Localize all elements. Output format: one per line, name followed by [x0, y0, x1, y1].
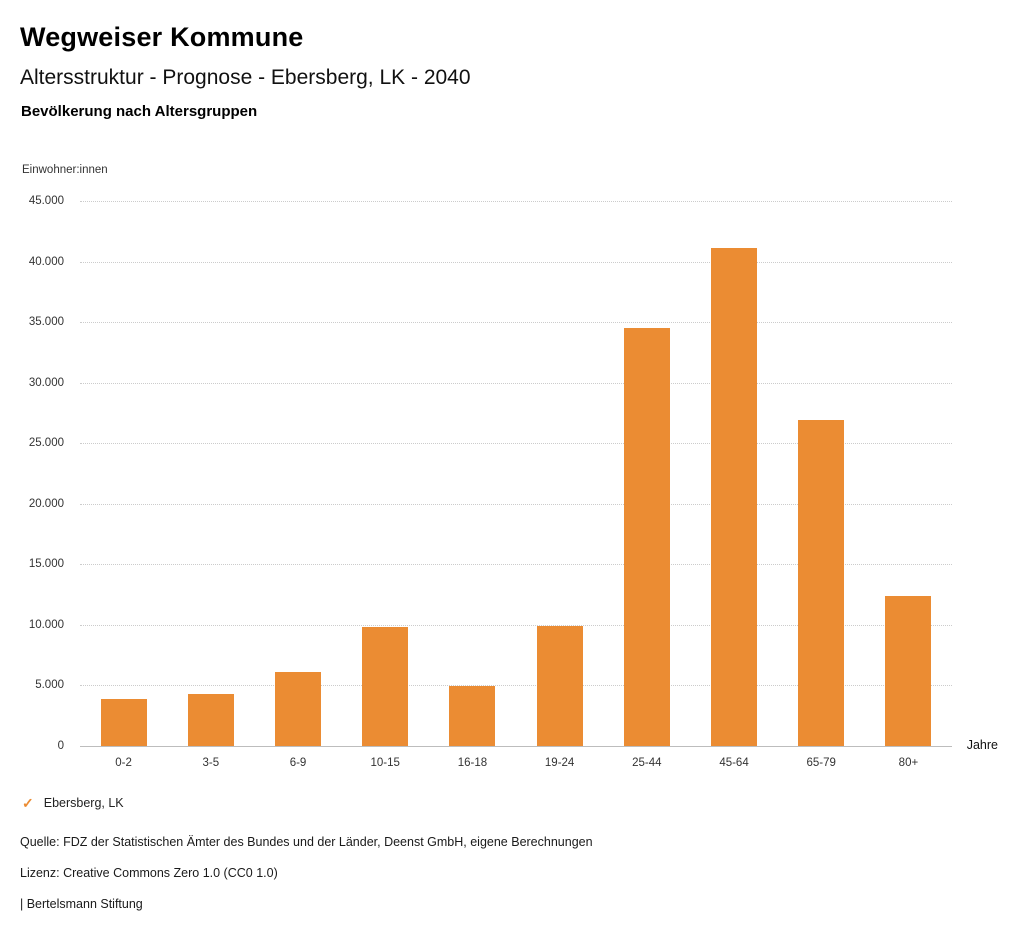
- x-tick-label: 45-64: [719, 757, 749, 769]
- y-tick-label: 0: [57, 740, 64, 752]
- gridline: [80, 564, 952, 566]
- y-tick-label: 20.000: [28, 497, 64, 510]
- legend-label: Ebersberg, LK: [43, 796, 124, 810]
- bar-slot: [603, 201, 690, 746]
- checkmark-icon: ✓: [22, 795, 34, 811]
- footer: Quelle: FDZ der Statistischen Ämter des …: [20, 834, 1004, 912]
- gridline: [80, 503, 952, 505]
- y-tick-label: 25.000: [28, 437, 64, 450]
- x-tick-label: 25-44: [632, 757, 662, 769]
- bar-3-5[interactable]: [187, 693, 234, 746]
- chart-title: Bevölkerung nach Altersgruppen: [21, 103, 258, 120]
- bar-65-79[interactable]: [798, 420, 845, 746]
- x-axis-tick-labels: 0-2 3-5 6-9 10-15 16-18 19-24 25-44 45-64 65-79 8…: [80, 757, 952, 769]
- x-tick-label: 19-24: [544, 757, 575, 769]
- gridline: [80, 261, 952, 263]
- bar-slot: [690, 201, 777, 746]
- x-tick-label: 10-15: [370, 757, 400, 769]
- x-tick-label: 80+: [898, 757, 919, 769]
- bar-6-9[interactable]: [275, 672, 321, 746]
- gridline: [80, 201, 952, 202]
- x-tick-label: 3-5: [202, 757, 220, 769]
- bar-16-18[interactable]: [449, 686, 496, 746]
- bar-slot: [167, 201, 254, 746]
- bar-19-24[interactable]: [536, 626, 583, 746]
- bar-slot: [342, 201, 429, 746]
- gridline: [80, 443, 952, 445]
- y-tick-label: 15.000: [28, 558, 64, 571]
- y-tick-label: 30.000: [28, 376, 64, 389]
- source-text: Quelle: FDZ der Statistischen Ämter des …: [20, 835, 593, 849]
- y-axis-tick-labels: 0 5.000 10.000 15.000 20.000 25.000 30.000 35.0…: [20, 195, 64, 752]
- page-title: Altersstruktur - Prognose - Ebersberg, L…: [20, 66, 471, 89]
- x-axis-title: Jahre: [966, 738, 998, 752]
- attribution-text: | Bertelsmann Stiftung: [20, 897, 143, 911]
- gridline: [80, 746, 952, 747]
- y-tick-label: 35.000: [28, 316, 64, 329]
- bar-slot: [865, 201, 952, 746]
- bar-45-64[interactable]: [711, 248, 758, 746]
- bar-slot: [80, 201, 167, 746]
- x-tick-label: 0-2: [115, 757, 132, 769]
- gridline: [80, 685, 952, 687]
- x-tick-label: 65-79: [806, 757, 836, 769]
- y-tick-label: 5.000: [35, 679, 64, 692]
- y-tick-label: 40.000: [28, 255, 64, 268]
- legend-item-ebersberg[interactable]: ✓ Ebersberg, LK: [22, 796, 1024, 810]
- bar-25-44[interactable]: [623, 328, 670, 746]
- y-tick-label: 45.000: [28, 195, 64, 207]
- x-tick-label: 6-9: [289, 757, 307, 769]
- y-tick-label: 10.000: [28, 618, 64, 631]
- license-text: Lizenz: Creative Commons Zero 1.0 (CC0 1…: [20, 866, 278, 880]
- bar-chart: Einwohner:innen 0 5.000 10.000 15.000 20.000…: [20, 120, 1004, 780]
- bar-0-2[interactable]: [100, 698, 147, 746]
- gridline: [80, 382, 952, 384]
- plot-area: [80, 201, 952, 747]
- gridline: [80, 322, 952, 324]
- bar-slot: [254, 201, 341, 746]
- bar-10-15[interactable]: [362, 627, 409, 746]
- bar-slot: [429, 201, 516, 746]
- y-axis-title: Einwohner:innen: [22, 164, 108, 176]
- bar-80+[interactable]: [885, 595, 932, 746]
- brand-title: Wegweiser Kommune: [20, 22, 304, 52]
- bar-slot: [516, 201, 603, 746]
- gridline: [80, 624, 952, 626]
- x-tick-label: 16-18: [457, 757, 488, 769]
- bars-container: [80, 201, 952, 746]
- bar-slot: [778, 201, 865, 746]
